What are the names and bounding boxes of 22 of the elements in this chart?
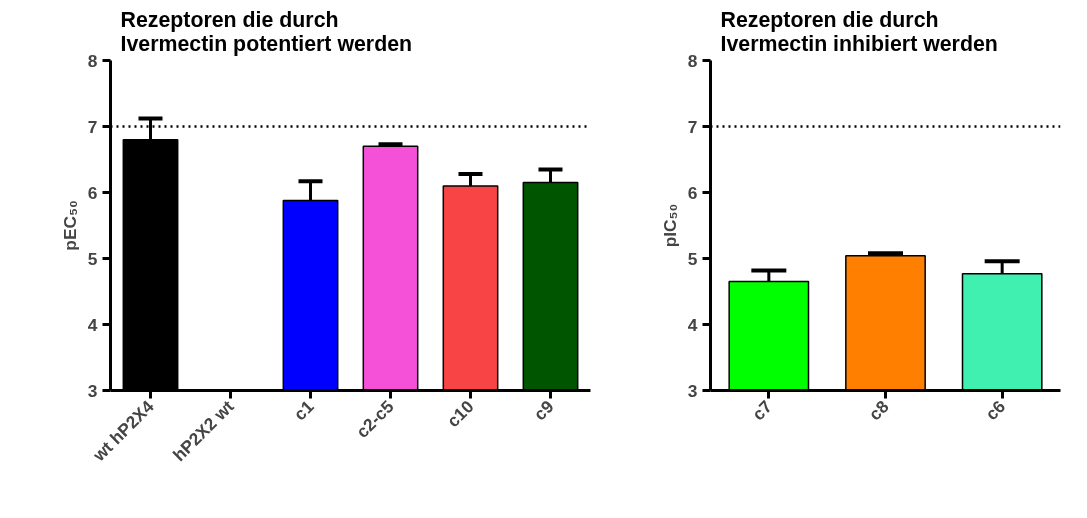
y-tick-label: 8 [687, 50, 698, 71]
chart-title: Rezeptoren die durch Ivermectin potentiert werden [120, 7, 413, 56]
x-tick-label: c6 [981, 396, 1010, 425]
y-tick-label: 7 [87, 116, 98, 137]
x-tick-label: c9 [529, 396, 558, 425]
y-tick-label: 3 [87, 380, 98, 401]
x-tick-label: c8 [864, 396, 893, 425]
y-tick-label: 6 [687, 182, 698, 203]
y-tick-label: 4 [687, 314, 698, 335]
y-tick-label: 4 [87, 314, 98, 335]
y-tick-label: 7 [687, 116, 698, 137]
y-tick-label: 5 [87, 248, 98, 269]
y-tick-label: 6 [87, 182, 98, 203]
y-axis-title: pEC₅₀ [59, 200, 80, 251]
x-tick-label: c10 [442, 396, 478, 432]
chart-title: Rezeptoren die durch Ivermectin inhibiert werden [720, 7, 998, 56]
y-axis-title: pIC₅₀ [659, 203, 680, 248]
y-tick-label: 8 [87, 50, 98, 71]
y-tick-label: 5 [687, 248, 698, 269]
x-tick-label: c1 [289, 396, 318, 425]
y-tick-label: 3 [687, 380, 698, 401]
x-tick-label: c7 [748, 396, 776, 425]
